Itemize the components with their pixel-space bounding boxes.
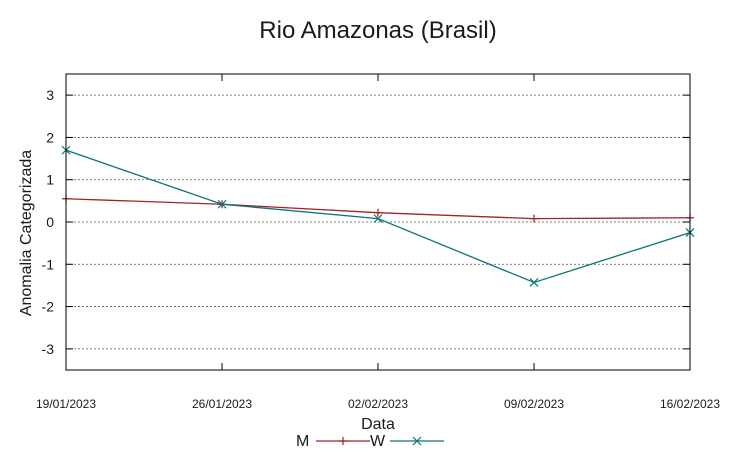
- y-axis-label: Anomalia Categorizada: [18, 150, 35, 316]
- x-axis-ticks: 19/01/2023 26/01/2023 02/02/2023 09/02/2023…: [36, 74, 720, 411]
- x-tick-label: 16/02/2023: [660, 397, 720, 411]
- y-tick-label: 2: [46, 129, 54, 145]
- plot-frame: [65, 73, 691, 371]
- series-w-point: [529, 278, 539, 287]
- y-axis-ticks: 3 2 1 0 -1 -2 -3: [42, 87, 690, 357]
- y-tick-label: 3: [46, 87, 54, 103]
- x-tick-label: 19/01/2023: [36, 397, 96, 411]
- legend-marker-w: [412, 436, 422, 446]
- y-tick-label: -3: [42, 341, 55, 357]
- y-tick-label: 0: [46, 214, 54, 230]
- legend-marker-m: [339, 437, 347, 445]
- y-tick-label: 1: [46, 172, 54, 188]
- series-w-point: [373, 214, 383, 224]
- series-m-point: [374, 208, 382, 217]
- chart-title: Rio Amazonas (Brasil): [259, 17, 496, 44]
- legend-label-m: M: [296, 433, 309, 450]
- series-m-point: [530, 214, 538, 223]
- x-tick-label: 09/02/2023: [504, 397, 564, 411]
- grid-lines: [66, 94, 690, 350]
- y-tick-label: -1: [42, 256, 55, 272]
- y-tick-label: -2: [42, 299, 55, 315]
- series-layer: [61, 145, 695, 287]
- x-axis-label: Data: [361, 416, 395, 433]
- legend-label-w: W: [370, 433, 386, 450]
- x-tick-label: 02/02/2023: [348, 397, 408, 411]
- x-tick-label: 26/01/2023: [192, 397, 252, 411]
- series-w-point: [217, 199, 227, 209]
